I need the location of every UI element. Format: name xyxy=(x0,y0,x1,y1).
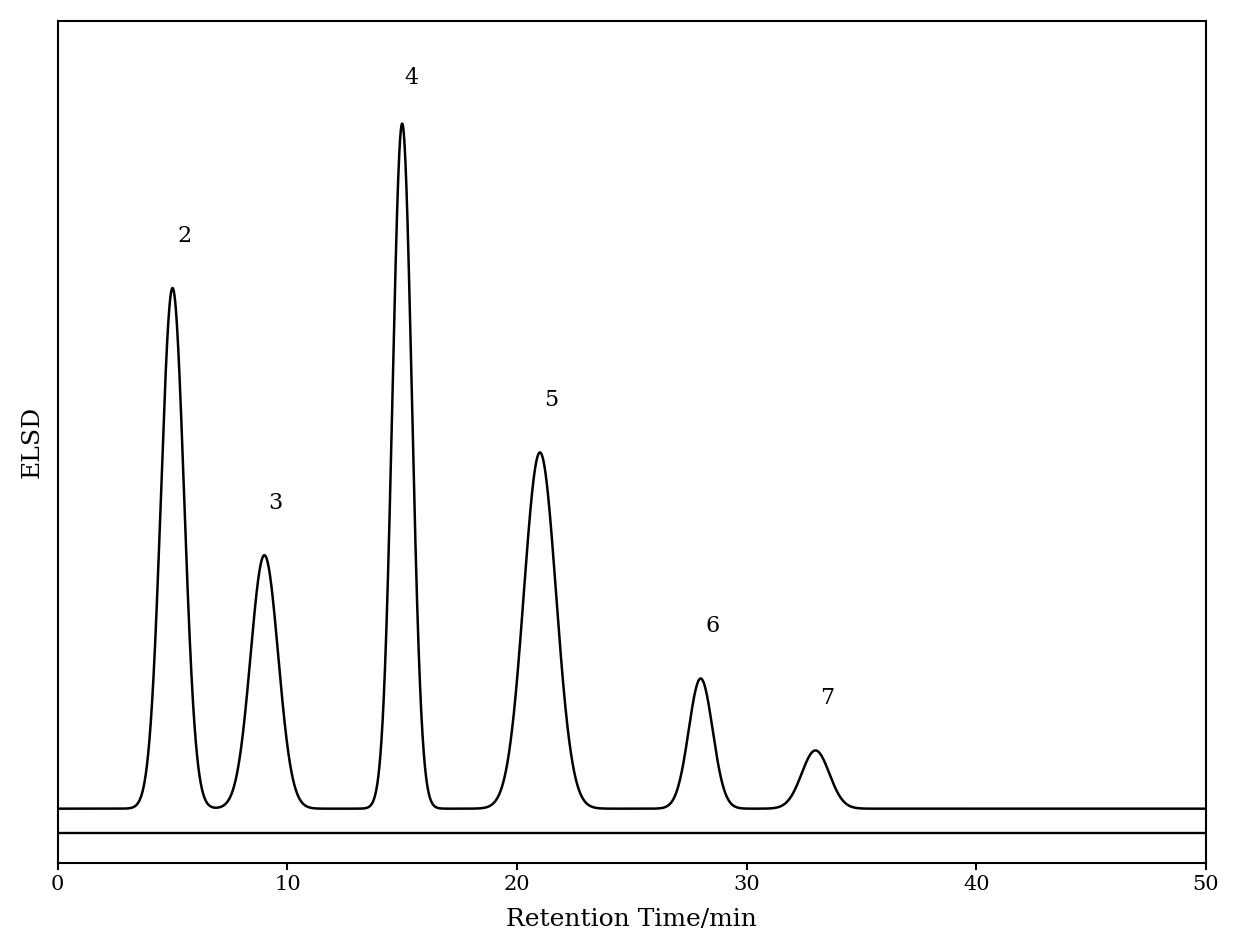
Text: 4: 4 xyxy=(404,68,418,89)
Text: 7: 7 xyxy=(820,687,835,709)
Text: 2: 2 xyxy=(177,225,191,247)
Y-axis label: ELSD: ELSD xyxy=(21,406,43,478)
Text: 3: 3 xyxy=(269,492,283,514)
Text: 5: 5 xyxy=(544,389,558,411)
Text: 6: 6 xyxy=(706,615,719,638)
X-axis label: Retention Time/min: Retention Time/min xyxy=(506,908,758,931)
